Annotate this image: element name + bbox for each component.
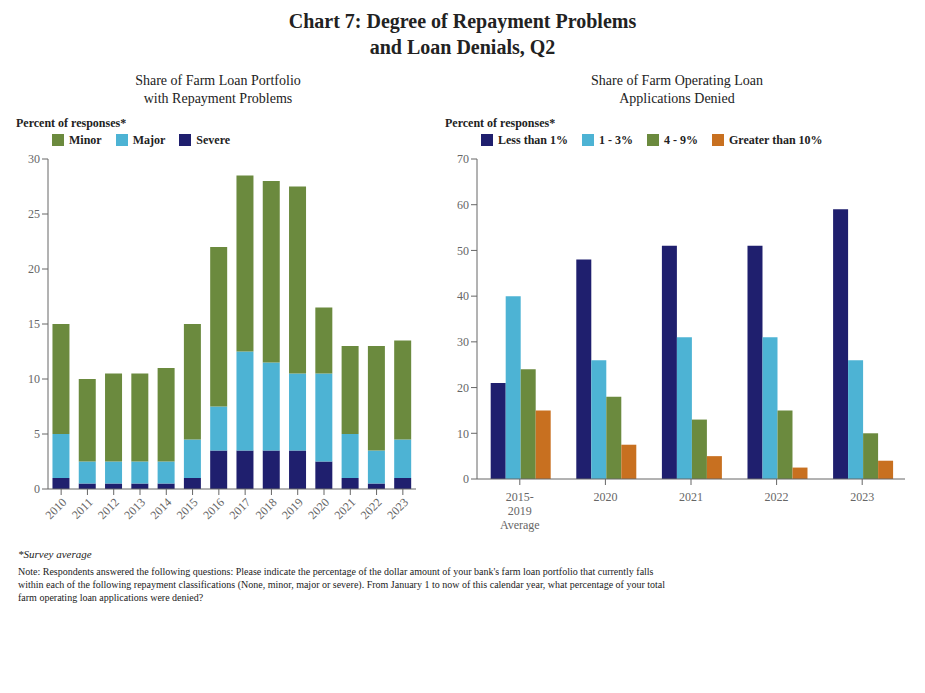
svg-text:5: 5 — [34, 427, 40, 441]
html-text:Percent of responses*: Percent of responses* — [445, 116, 556, 130]
svg-text:2021: 2021 — [679, 490, 703, 504]
svg-text:2014: 2014 — [148, 495, 175, 522]
html-text:Note: Respondents answered the: Note: Respondents answered the following… — [18, 566, 665, 604]
svg-text:10: 10 — [457, 427, 469, 441]
svg-text:20: 20 — [457, 381, 469, 395]
svg-text:2013: 2013 — [121, 495, 148, 522]
svg-text:2016: 2016 — [200, 495, 227, 522]
svg-text:30: 30 — [457, 335, 469, 349]
svg-text:25: 25 — [28, 207, 40, 221]
html-text:Severe: Severe — [196, 132, 231, 147]
svg-text:2022: 2022 — [358, 495, 385, 522]
html-text:Share of Farm Operating Loan A: Share of Farm Operating Loan Application… — [591, 73, 763, 107]
html-text:Less than 1%: Less than 1% — [498, 132, 568, 147]
svg-text:10: 10 — [28, 372, 40, 386]
svg-text:2012: 2012 — [95, 495, 122, 522]
html-text:Major: Major — [132, 132, 166, 147]
html-text:1 - 3%: 1 - 3% — [599, 132, 633, 147]
svg-text:2017: 2017 — [226, 495, 253, 522]
svg-text:0: 0 — [34, 482, 40, 496]
svg-text:50: 50 — [457, 244, 469, 258]
html-text:Minor: Minor — [69, 132, 102, 147]
svg-text:2010: 2010 — [42, 495, 69, 522]
svg-text:2015: 2015 — [174, 495, 201, 522]
svg-text:2018: 2018 — [253, 495, 280, 522]
svg-text:2023: 2023 — [384, 495, 411, 522]
html-text:4 - 9%: 4 - 9% — [664, 132, 698, 147]
svg-text:2011: 2011 — [69, 495, 96, 522]
html-text:Percent of responses*: Percent of responses* — [16, 116, 127, 130]
svg-text:0: 0 — [463, 472, 469, 486]
svg-text:30: 30 — [28, 152, 40, 166]
svg-text:2015-2019Average: 2015-2019Average — [500, 490, 540, 532]
svg-text:60: 60 — [457, 198, 469, 212]
svg-text:2020: 2020 — [593, 490, 617, 504]
svg-text:2023: 2023 — [850, 490, 874, 504]
html-text:Chart 7: Degree of Repayment P: Chart 7: Degree of Repayment Problems an… — [288, 10, 637, 58]
svg-text:15: 15 — [28, 317, 40, 331]
svg-text:2021: 2021 — [332, 495, 359, 522]
svg-text:40: 40 — [457, 289, 469, 303]
svg-text:2019: 2019 — [279, 495, 306, 522]
svg-text:70: 70 — [457, 152, 469, 166]
html-text:*Survey average: *Survey average — [18, 548, 92, 560]
svg-text:20: 20 — [28, 262, 40, 276]
svg-text:2020: 2020 — [305, 495, 332, 522]
svg-text:2022: 2022 — [765, 490, 789, 504]
html-text:Share of Farm Loan Portfolio w: Share of Farm Loan Portfolio with Repaym… — [135, 73, 301, 107]
html-text:Greater than 10%: Greater than 10% — [729, 132, 823, 147]
